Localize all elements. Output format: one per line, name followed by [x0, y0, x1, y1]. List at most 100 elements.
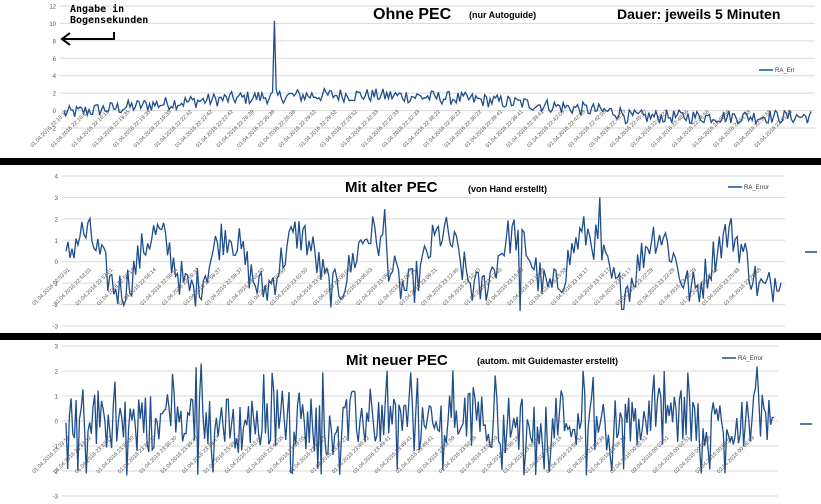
x-tick-label: 01.04.2016 22:16:13: [29, 109, 69, 149]
x-tick-label: 01.04.2016 22:56:14: [118, 267, 158, 307]
x-tick-label: 01.04.2016 23:02:50: [269, 267, 309, 307]
x-tick-label: 01.04.2016 23:52:59: [459, 435, 499, 475]
x-tick-label: 01.04.2016 23:22:29: [636, 267, 676, 307]
x-tick-label: 02.04.2016 00:06:09: [716, 435, 756, 475]
x-tick-label: 01.04.2016 23:06:03: [334, 267, 374, 307]
x-tick-label: 01.04.2016 22:42:08: [526, 109, 566, 149]
x-tick-label: 01.04.2016 22:29:52: [319, 109, 359, 149]
x-tick-label: 01.04.2016 22:19:35: [133, 109, 173, 149]
x-tick-label: 02.04.2016 00:02:51: [609, 435, 649, 475]
x-tick-label: 01.04.2016 22:39:41: [505, 109, 545, 149]
x-tick-label: 01.04.2016 23:36:30: [96, 435, 136, 475]
x-tick-label: 01.04.2016 22:29:52: [278, 109, 318, 149]
x-tick-label: 01.04.2016 22:42:08: [568, 109, 608, 149]
y-tick-label: -3: [53, 325, 59, 331]
x-tick-label: 01.04.2016 22:16:13: [50, 109, 90, 149]
x-tick-label: 01.04.2016 22:19:35: [112, 109, 152, 149]
x-tick-label: 01.04.2016 22:32:33: [381, 109, 421, 149]
x-tick-label: 01.04.2016 23:52:59: [417, 435, 457, 475]
duration-label: Dauer: jeweils 5 Minuten: [617, 6, 781, 22]
x-tick-label: 01.04.2016 23:06:03: [291, 267, 331, 307]
x-tick-label: 01.04.2016 22:48:56: [650, 109, 690, 149]
annotation-line1: Angabe in: [70, 4, 125, 15]
x-tick-label: 01.04.2016 22:36:22: [423, 109, 463, 149]
x-tick-label: 01.04.2016 23:56:16: [524, 435, 564, 475]
y-tick-label: 10: [49, 22, 56, 28]
x-tick-label: 01.04.2016 22:22:42: [174, 109, 214, 149]
x-tick-label: 01.04.2016 23:46:22: [331, 435, 371, 475]
chart3-title: Mit neuer PEC: [346, 352, 448, 369]
x-tick-label: 01.04.2016 23:46:22: [310, 435, 350, 475]
y-tick-label: -1: [53, 445, 59, 451]
chart2-note: (von Hand erstellt): [468, 184, 548, 194]
x-tick-label: 01.04.2016 23:19:17: [572, 267, 612, 307]
x-tick-label: 01.04.2016 22:26:39: [257, 109, 297, 149]
y-tick-label: 4: [53, 74, 57, 80]
x-tick-label: 01.04.2016 23:09:21: [399, 267, 439, 307]
x-tick-label: 01.04.2016 23:02:50: [226, 267, 266, 307]
x-tick-label: 01.04.2016 23:15:58: [507, 267, 547, 307]
y-tick-label: -1: [53, 282, 59, 288]
x-tick-label: 01.04.2016 23:43:05: [245, 435, 285, 475]
x-tick-label: 01.04.2016 22:53:01: [53, 267, 93, 307]
x-tick-label: 01.04.2016 22:32:33: [361, 109, 401, 149]
x-tick-label: 01.04.2016 22:56:14: [140, 267, 180, 307]
y-tick-label: 1: [55, 239, 59, 245]
x-tick-label: 01.04.2016 22:39:41: [485, 109, 525, 149]
x-tick-label: 01.04.2016 22:56:14: [96, 267, 136, 307]
x-tick-label: 01.04.2016 22:22:42: [195, 109, 235, 149]
y-tick-label: 2: [55, 217, 59, 223]
x-tick-label: 01.04.2016 22:48:56: [692, 109, 732, 149]
x-tick-label: 02.04.2016 00:02:51: [652, 435, 692, 475]
chart2-title: Mit alter PEC: [345, 179, 438, 196]
x-tick-label: 01.04.2016 23:02:50: [248, 267, 288, 307]
x-tick-label: 01.04.2016 22:36:22: [402, 109, 442, 149]
x-tick-label: 01.04.2016 23:39:47: [181, 435, 221, 475]
x-tick-label: 01.04.2016 22:29:52: [299, 109, 339, 149]
y-tick-label: 3: [55, 345, 59, 351]
x-tick-label: 01.04.2016 22:26:39: [216, 109, 256, 149]
x-tick-label: 01.04.2016 23:12:40: [464, 267, 504, 307]
x-tick-label: 02.04.2016 00:06:09: [673, 435, 713, 475]
annotation-line2: Bogensekunden: [70, 15, 149, 26]
y-tick-label: 12: [49, 5, 56, 11]
x-tick-label: 01.04.2016 22:59:37: [204, 267, 244, 307]
x-tick-label: 01.04.2016 23:39:47: [160, 435, 200, 475]
x-tick-label: 01.04.2016 23:36:30: [138, 435, 178, 475]
y-tick-label: 2: [53, 92, 57, 98]
chart1-title: Ohne PEC: [373, 6, 452, 23]
x-tick-label: 01.04.2016 23:12:40: [420, 267, 460, 307]
x-tick-label: 01.04.2016 22:45:27: [588, 109, 628, 149]
x-tick-label: 01.04.2016 22:42:08: [547, 109, 587, 149]
legend-label: RA_Error: [744, 185, 769, 191]
y-tick-label: 2: [55, 370, 59, 376]
x-tick-label: 01.04.2016 22:39:41: [464, 109, 504, 149]
x-tick-label: 01.04.2016 22:36:22: [443, 109, 483, 149]
separator-2: [0, 333, 821, 340]
y-tick-label: 3: [55, 196, 59, 202]
series-line-ra-error: [63, 20, 812, 126]
y-tick-label: 0: [55, 420, 59, 426]
x-tick-label: 01.04.2016 22:32:33: [340, 109, 380, 149]
y-tick-label: -2: [53, 303, 59, 309]
y-tick-label: -3: [53, 495, 59, 501]
x-tick-label: 01.04.2016 23:09:21: [377, 267, 417, 307]
separator-1: [0, 158, 821, 165]
y-tick-label: 0: [53, 109, 57, 115]
chart1-note: (nur Autoguide): [469, 10, 537, 20]
x-tick-label: 01.04.2016 23:43:05: [224, 435, 264, 475]
x-tick-label: 01.04.2016 22:26:39: [236, 109, 276, 149]
annotation-arrow: [60, 32, 115, 46]
x-tick-label: 01.04.2016 23:33:12: [31, 435, 71, 475]
x-tick-label: 01.04.2016 23:09:21: [356, 267, 396, 307]
series-line-ra-error: [65, 197, 782, 312]
legend-label: RA_Error: [738, 356, 763, 362]
x-tick-label: 01.04.2016 23:43:05: [267, 435, 307, 475]
y-tick-label: 0: [55, 260, 59, 266]
x-tick-label: 01.04.2016 22:22:42: [154, 109, 194, 149]
y-tick-label: 6: [53, 57, 57, 63]
x-tick-label: 01.04.2016 22:16:13: [71, 109, 111, 149]
